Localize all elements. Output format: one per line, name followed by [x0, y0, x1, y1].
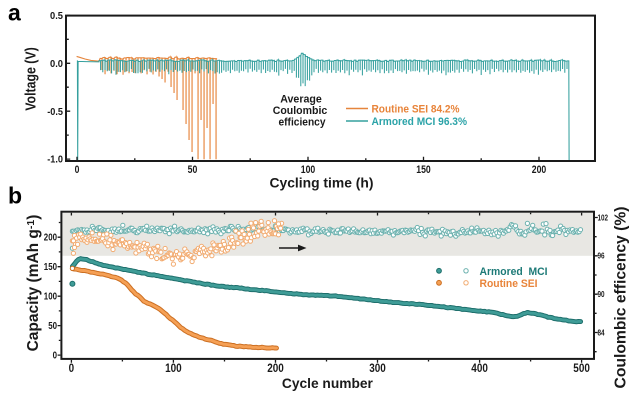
- svg-text:150: 150: [416, 164, 431, 176]
- svg-text:102: 102: [598, 213, 609, 222]
- svg-text:50: 50: [188, 164, 198, 176]
- svg-text:Coulombic efficency (%): Coulombic efficency (%): [613, 207, 630, 389]
- svg-text:96: 96: [598, 252, 605, 261]
- svg-text:efficiency: efficiency: [279, 117, 326, 129]
- svg-text:0.0: 0.0: [50, 58, 63, 70]
- svg-text:50: 50: [48, 321, 57, 332]
- svg-text:400: 400: [471, 363, 488, 375]
- svg-text:100: 100: [165, 363, 182, 375]
- svg-text:200: 200: [267, 363, 284, 375]
- svg-text:Average: Average: [280, 94, 322, 106]
- svg-text:Cycle number: Cycle number: [282, 375, 374, 391]
- svg-text:Coulombic: Coulombic: [273, 105, 328, 117]
- svg-text:Routine SEI 84.2%: Routine SEI 84.2%: [372, 103, 460, 115]
- svg-text:Routine SEI: Routine SEI: [480, 278, 538, 290]
- svg-text:84: 84: [598, 328, 605, 337]
- svg-text:Voltage (V): Voltage (V): [24, 47, 40, 111]
- svg-text:Armored MCI: Armored MCI: [480, 266, 548, 278]
- svg-text:0.5: 0.5: [50, 10, 63, 22]
- svg-text:0: 0: [53, 350, 58, 361]
- svg-text:0: 0: [75, 164, 80, 176]
- svg-text:a: a: [8, 0, 21, 26]
- svg-text:Capacity (mAh g-1): Capacity (mAh g-1): [25, 215, 42, 352]
- svg-text:90: 90: [598, 290, 605, 299]
- svg-text:Cycling time (h): Cycling time (h): [270, 175, 374, 191]
- svg-text:150: 150: [44, 262, 58, 273]
- svg-text:Armored MCI 96.3%: Armored MCI 96.3%: [372, 116, 468, 128]
- svg-text:200: 200: [532, 164, 547, 176]
- svg-text:-0.5: -0.5: [47, 106, 63, 118]
- svg-text:100: 100: [301, 164, 316, 176]
- svg-text:b: b: [8, 183, 22, 209]
- svg-text:300: 300: [369, 363, 386, 375]
- svg-text:200: 200: [44, 232, 58, 243]
- svg-text:500: 500: [573, 363, 590, 375]
- svg-text:100: 100: [44, 291, 58, 302]
- svg-text:0: 0: [69, 363, 75, 375]
- svg-text:-1.0: -1.0: [47, 154, 63, 166]
